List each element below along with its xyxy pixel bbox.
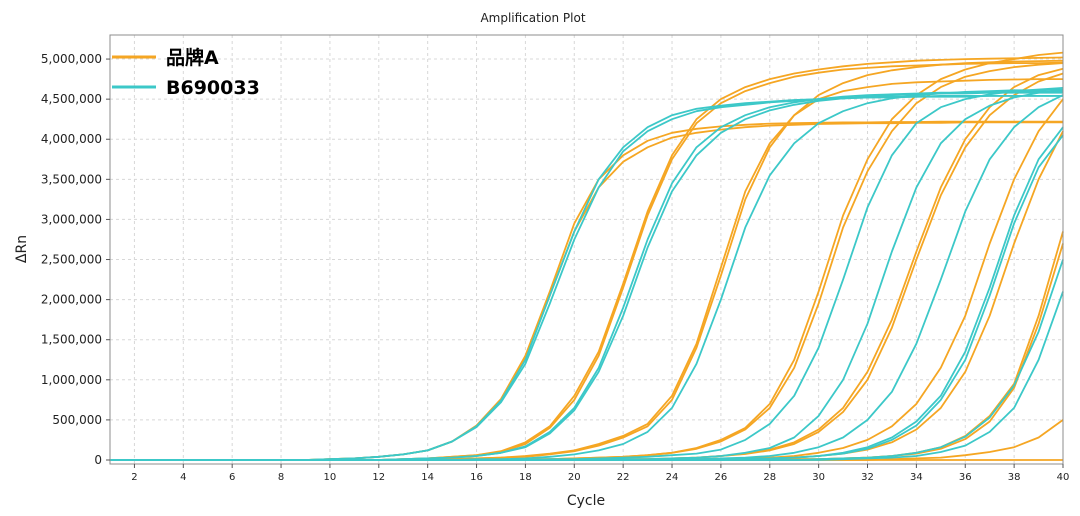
amplification-curve — [110, 87, 1064, 461]
plot-frame — [109, 34, 1064, 465]
amplification-curve — [110, 91, 1063, 461]
series-layer — [110, 51, 1064, 461]
y-tick-label: 500,000 — [52, 413, 102, 427]
amplification-curve — [110, 88, 1064, 461]
y-tick-label: 1,000,000 — [41, 373, 102, 387]
y-axis: 0 500,000 1,000,000 1,500,000 2,000,000 2,500… — [41, 52, 110, 467]
legend: 品牌A B690033 — [112, 46, 260, 99]
y-tick-label: 3,000,000 — [41, 212, 102, 226]
x-tick-label: 20 — [568, 472, 581, 483]
x-tick-label: 26 — [715, 472, 728, 483]
y-tick-label: 5,000,000 — [41, 52, 102, 66]
x-tick-label: 22 — [617, 472, 630, 483]
amplification-curve — [110, 91, 1063, 461]
x-tick-label: 32 — [861, 472, 874, 483]
series-b690033 — [110, 87, 1064, 461]
amplification-curve — [110, 134, 1064, 461]
amplification-curve — [110, 121, 1063, 461]
x-tick-label: 18 — [519, 472, 532, 483]
amplification-curve — [110, 72, 1064, 461]
amplification-curve — [110, 94, 1064, 461]
y-axis-label: ΔRn — [14, 235, 30, 263]
x-tick-label: 14 — [421, 472, 434, 483]
amplification-curve — [110, 95, 1063, 461]
x-axis-label: Cycle — [567, 493, 605, 509]
y-tick-label: 0 — [94, 453, 102, 467]
chart-title: Amplification Plot — [480, 11, 585, 25]
amplification-curve — [110, 98, 1064, 461]
amplification-curve — [110, 67, 1064, 461]
x-tick-label: 8 — [278, 472, 284, 483]
x-tick-label: 28 — [763, 472, 776, 483]
x-tick-label: 2 — [131, 472, 137, 483]
x-axis: 2 4 6 8 10 12 14 16 18 20 22 24 26 28 30 32 34 36 38 40 — [131, 464, 1069, 483]
x-tick-label: 36 — [959, 472, 972, 483]
amplification-curve — [110, 291, 1064, 461]
legend-label-b690033: B690033 — [166, 77, 260, 99]
y-tick-label: 4,500,000 — [41, 92, 102, 106]
amplification-curve — [110, 89, 1064, 461]
x-tick-label: 24 — [666, 472, 679, 483]
amplification-curve — [110, 259, 1064, 461]
amplification-curve — [110, 78, 1063, 461]
x-tick-label: 30 — [812, 472, 825, 483]
amplification-curve — [110, 120, 1063, 461]
y-tick-label: 3,500,000 — [41, 172, 102, 186]
x-tick-label: 4 — [180, 472, 186, 483]
y-tick-label: 1,500,000 — [41, 333, 102, 347]
y-tick-label: 2,500,000 — [41, 253, 102, 267]
legend-label-brand-a: 品牌A — [166, 46, 219, 69]
amplification-curve — [110, 126, 1064, 461]
x-tick-label: 12 — [372, 472, 385, 483]
x-tick-label: 16 — [470, 472, 483, 483]
series-brand-a — [110, 51, 1064, 461]
y-tick-label: 2,000,000 — [41, 293, 102, 307]
x-tick-label: 6 — [229, 472, 235, 483]
amplification-curve — [110, 243, 1064, 461]
x-tick-label: 40 — [1057, 472, 1070, 483]
x-tick-label: 10 — [324, 472, 337, 483]
y-tick-label: 4,000,000 — [41, 132, 102, 146]
x-tick-label: 38 — [1008, 472, 1021, 483]
amplification-curve — [110, 95, 1063, 461]
x-tick-label: 34 — [910, 472, 923, 483]
grid — [110, 35, 1064, 464]
